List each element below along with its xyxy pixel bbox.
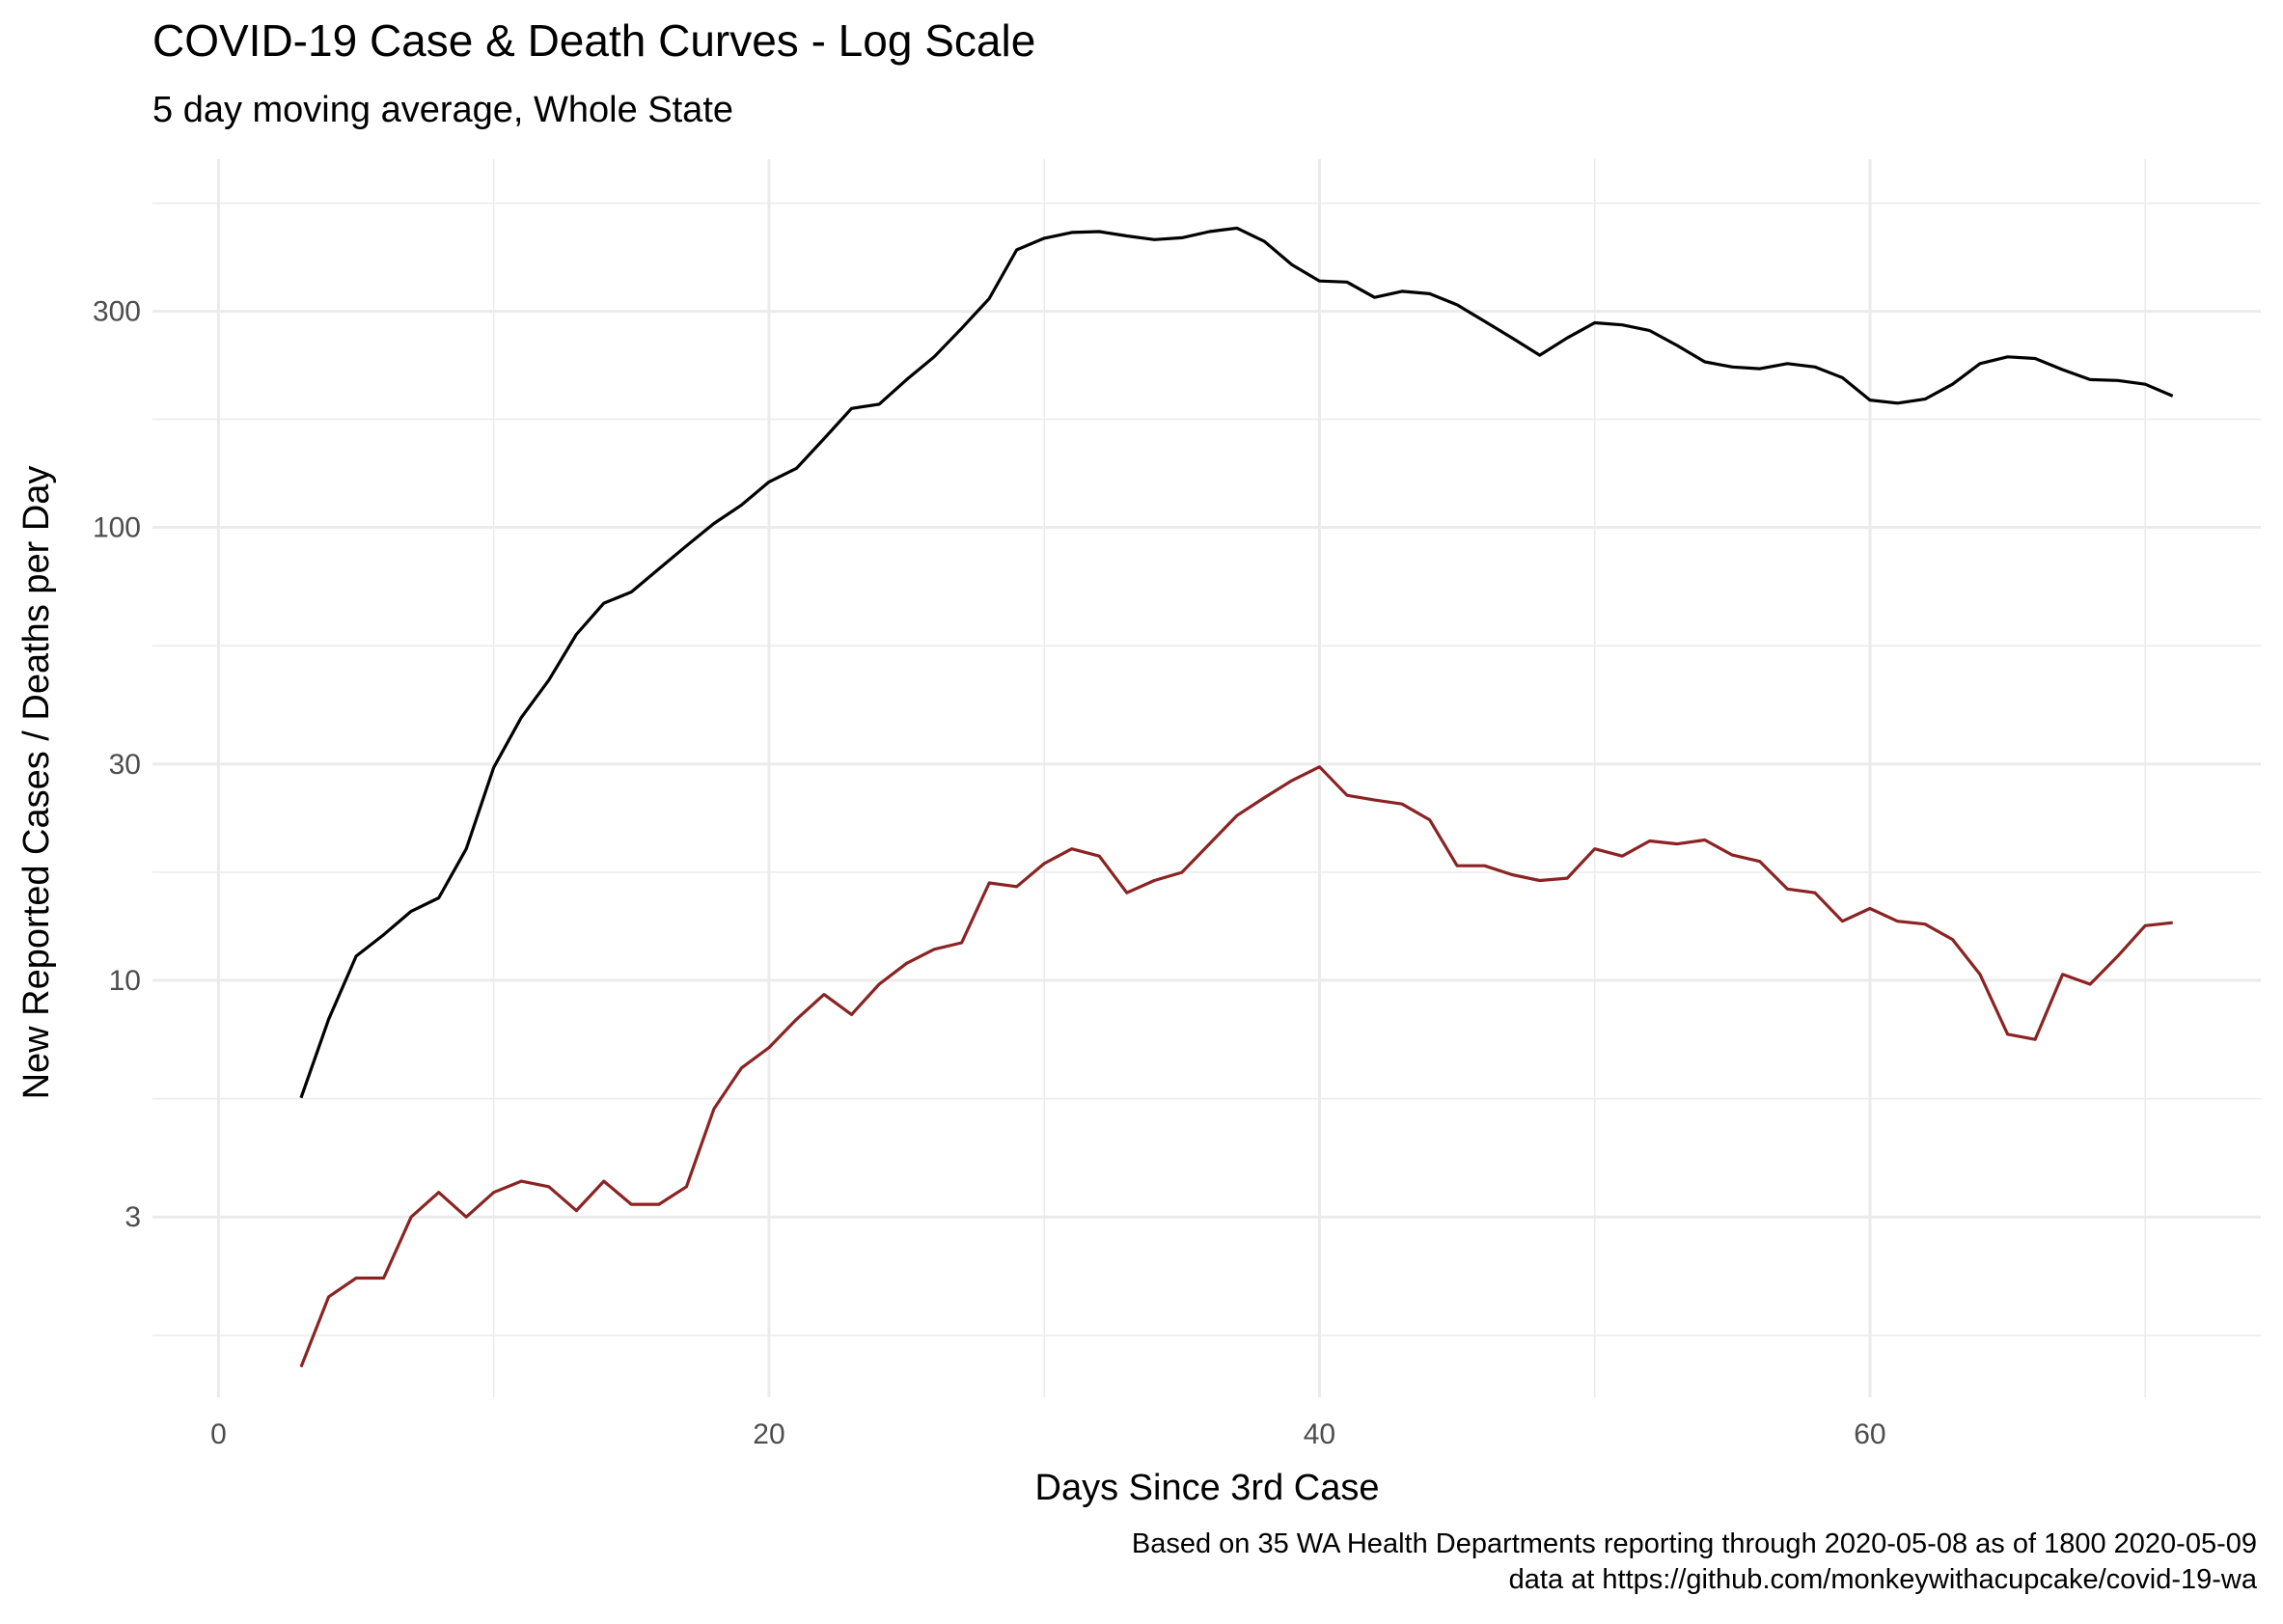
- y-tick-label: 30: [109, 749, 141, 781]
- chart-subtitle: 5 day moving average, Whole State: [152, 90, 733, 130]
- x-tick-label: 60: [1854, 1418, 1885, 1450]
- x-axis-title: Days Since 3rd Case: [1035, 1468, 1380, 1508]
- cases-line: [299, 226, 2174, 1099]
- y-axis-title: New Reported Cases / Deaths per Day: [16, 466, 57, 1100]
- caption-line-1: Based on 35 WA Health Departments report…: [1132, 1528, 2257, 1559]
- plot-area: 0 20 40 60 3 10 30 100 300: [93, 159, 2261, 1450]
- x-tick-label: 20: [753, 1418, 784, 1450]
- caption-line-2: data at https://github.com/monkeywithacu…: [1509, 1564, 2258, 1595]
- deaths-line: [299, 765, 2173, 1368]
- y-tick-label: 10: [109, 965, 141, 997]
- y-tick-label: 100: [93, 512, 141, 544]
- x-tick-label: 0: [210, 1418, 227, 1450]
- y-tick-label: 300: [93, 296, 141, 328]
- y-tick-label: 3: [124, 1201, 141, 1233]
- x-tick-label: 40: [1304, 1418, 1335, 1450]
- chart-title: COVID-19 Case & Death Curves - Log Scale: [152, 15, 1035, 66]
